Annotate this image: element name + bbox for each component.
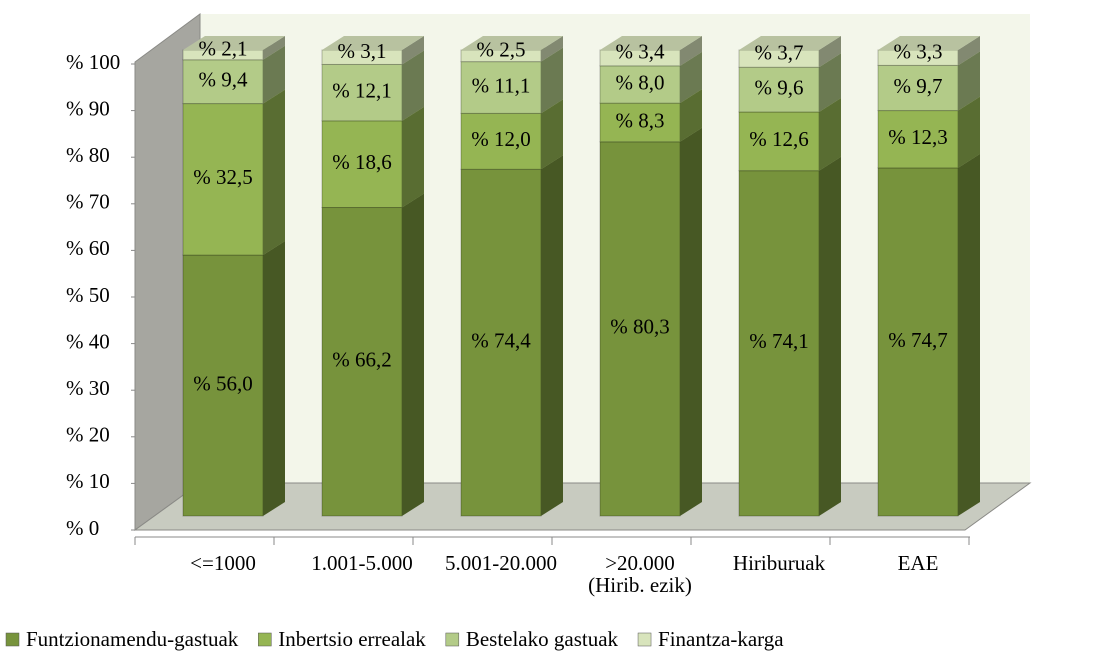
bar-top bbox=[183, 36, 285, 50]
value-label: % 80,3 bbox=[610, 315, 670, 339]
legend-label: Inbertsio errealak bbox=[278, 627, 426, 651]
bar-side bbox=[958, 153, 980, 516]
y-tick-label: % 30 bbox=[66, 376, 110, 400]
x-tick-label: <=1000 bbox=[190, 551, 256, 575]
legend-swatch bbox=[5, 632, 20, 647]
bar-side bbox=[402, 36, 424, 65]
y-tick-label: % 90 bbox=[66, 96, 110, 120]
value-label: % 2,1 bbox=[199, 37, 248, 61]
bar-segment bbox=[599, 65, 681, 104]
bar-side bbox=[958, 96, 980, 168]
bar-side bbox=[402, 106, 424, 208]
y-tick-label: % 60 bbox=[66, 236, 110, 260]
bar-side bbox=[819, 156, 841, 516]
bar-side bbox=[541, 155, 563, 516]
bar-side bbox=[263, 241, 285, 517]
bar-side bbox=[263, 45, 285, 104]
bar-segment bbox=[738, 66, 820, 113]
legend-label: Bestelako gastuak bbox=[466, 627, 619, 651]
bar-side bbox=[680, 89, 702, 142]
legend-swatch bbox=[445, 632, 460, 647]
bar-segment bbox=[460, 112, 542, 170]
value-label: % 3,3 bbox=[894, 40, 943, 64]
bar-segment bbox=[599, 141, 681, 517]
value-label: % 2,5 bbox=[477, 38, 526, 62]
bar-segment bbox=[460, 168, 542, 517]
x-tick-label: 5.001-20.000 bbox=[445, 551, 557, 575]
value-label: % 32,5 bbox=[193, 165, 253, 189]
value-label: % 9,6 bbox=[755, 75, 804, 99]
value-label: % 18,6 bbox=[332, 150, 392, 174]
y-tick-label: % 0 bbox=[66, 516, 99, 540]
value-label: % 3,1 bbox=[338, 39, 387, 63]
value-label: % 3,7 bbox=[755, 40, 804, 64]
bar-side bbox=[402, 50, 424, 121]
y-tick-label: % 70 bbox=[66, 190, 110, 214]
bar-side bbox=[402, 193, 424, 516]
legend-label: Funtzionamendu-gastuak bbox=[26, 627, 239, 651]
value-label: % 9,4 bbox=[199, 68, 248, 92]
value-label: % 74,4 bbox=[471, 328, 531, 352]
value-label: % 74,1 bbox=[749, 329, 809, 353]
bar-segment bbox=[182, 254, 264, 517]
bar-side bbox=[541, 36, 563, 62]
bar-segment bbox=[460, 61, 542, 114]
x-tick-label: >20.000 (Hirib. ezik) bbox=[588, 551, 692, 597]
value-label: % 12,6 bbox=[749, 127, 809, 151]
y-tick-label: % 50 bbox=[66, 283, 110, 307]
bar-side bbox=[263, 36, 285, 60]
y-tick-label: % 10 bbox=[66, 469, 110, 493]
value-label: % 8,0 bbox=[616, 70, 665, 94]
legend-swatch bbox=[637, 632, 652, 647]
x-tick-label: Hiriburuak bbox=[733, 551, 826, 575]
bar-side bbox=[263, 89, 285, 256]
value-label: % 8,3 bbox=[616, 108, 665, 132]
bar-top bbox=[878, 36, 980, 50]
x-tick-label: EAE bbox=[898, 551, 939, 575]
bar-segment bbox=[321, 63, 403, 122]
bar-top bbox=[739, 36, 841, 50]
value-label: % 74,7 bbox=[888, 328, 948, 352]
value-label: % 12,0 bbox=[471, 127, 531, 151]
x-tick-label: 1.001-5.000 bbox=[311, 551, 413, 575]
value-label: % 66,2 bbox=[332, 348, 392, 372]
bar-side bbox=[680, 51, 702, 104]
bar-side bbox=[819, 97, 841, 171]
y-tick-label: % 100 bbox=[66, 50, 120, 74]
value-label: % 56,0 bbox=[193, 371, 253, 395]
y-tick-label: % 20 bbox=[66, 423, 110, 447]
legend-label: Finantza-karga bbox=[658, 627, 784, 651]
y-tick-label: % 40 bbox=[66, 329, 110, 353]
value-label: % 9,7 bbox=[894, 74, 943, 98]
bar-segment bbox=[877, 64, 959, 112]
bar-side bbox=[819, 53, 841, 112]
bar-side bbox=[819, 36, 841, 68]
bar-side bbox=[958, 51, 980, 111]
bar-top bbox=[461, 36, 563, 50]
bar-top bbox=[600, 36, 702, 50]
value-label: % 3,4 bbox=[616, 40, 665, 64]
bar-segment bbox=[321, 207, 403, 517]
value-label: % 12,3 bbox=[888, 125, 948, 149]
value-label: % 12,1 bbox=[332, 78, 392, 102]
bar-segment bbox=[321, 120, 403, 209]
legend-swatch bbox=[258, 632, 272, 647]
bar-top bbox=[322, 36, 424, 50]
bar-segment bbox=[182, 59, 264, 105]
y-tick-label: % 80 bbox=[66, 143, 110, 167]
bar-side bbox=[680, 127, 702, 516]
bar-side bbox=[680, 36, 702, 66]
value-label: % 11,1 bbox=[472, 73, 531, 97]
bar-segment bbox=[182, 103, 264, 256]
bar-side bbox=[541, 47, 563, 114]
bar-side bbox=[541, 99, 563, 170]
bar-side bbox=[958, 36, 980, 66]
